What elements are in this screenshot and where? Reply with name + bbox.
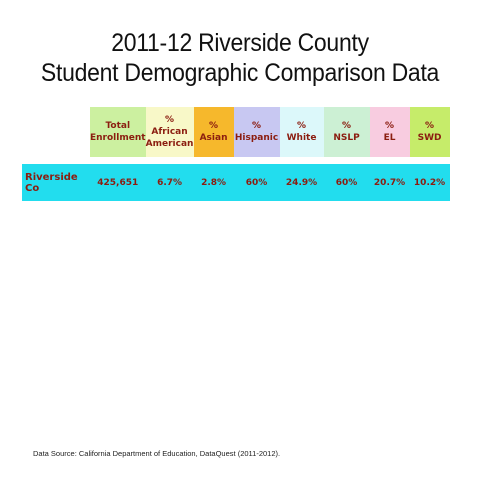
title-line-2: Student Demographic Comparison Data [40,59,440,87]
column-header-line: % [425,121,435,131]
column-header-line: Asian [199,133,228,143]
table-cell: 6.7% [145,164,194,201]
column-header-1: % African American [145,107,194,157]
column-header-line: White [286,133,317,143]
header-row: Total Enrollment% African American% Asian% Hi… [22,107,450,157]
table-cell: 10.2% [409,164,450,201]
header-corner [22,107,90,157]
table-cell: 2.8% [193,164,234,201]
column-header-7: % SWD [409,107,450,157]
column-header-3: % Hispanic [233,107,280,157]
column-header-line: EL [383,133,396,143]
column-header-line: % [385,121,395,131]
table-cell: 20.7% [369,164,410,201]
column-header-line: Total [105,121,131,131]
table-cell: 425,651 [90,164,146,201]
column-header-6: % EL [369,107,410,157]
spacer-row [22,157,450,164]
column-header-line: African [151,127,188,137]
column-header-0: Total Enrollment [90,107,146,157]
column-header-2: % Asian [193,107,234,157]
column-header-line: % [252,121,262,131]
table-cell: 60% [323,164,370,201]
chart-title: 2011-12 Riverside County Student Demogra… [19,28,461,88]
column-header-line: American [145,139,194,149]
table-cell: 60% [233,164,280,201]
column-header-line: % [209,121,219,131]
column-header-line: NSLP [333,133,360,143]
demographic-table: Total Enrollment% African American% Asian% Hi… [22,107,450,201]
column-header-line: % [165,115,175,125]
table-row: Riverside Co 425,651 6.7% 2.8% 60% 24.9% 60% 20… [22,164,450,201]
column-header-5: % NSLP [323,107,370,157]
column-header-line: Hispanic [234,133,279,143]
title-line-1: 2011-12 Riverside County [111,29,369,57]
row-label: Riverside Co [22,164,90,201]
column-header-line: SWD [417,133,442,143]
column-header-line: Enrollment [90,133,146,143]
table-cell: 24.9% [279,164,324,201]
column-header-line: % [342,121,352,131]
data-source-note: Data Source: California Department of Ed… [33,449,281,458]
column-header-line: % [297,121,307,131]
column-header-4: % White [279,107,324,157]
